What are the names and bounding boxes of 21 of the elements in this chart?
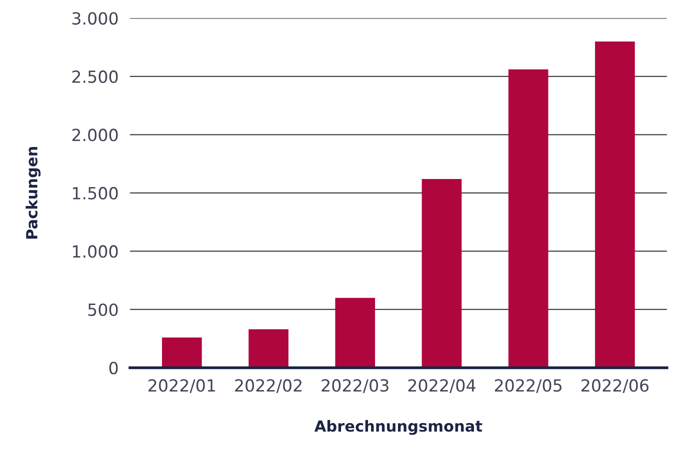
y-tick-label: 500 — [88, 303, 118, 316]
x-tick-label: 2022/04 — [408, 379, 476, 394]
y-axis-title: Packungen — [26, 147, 41, 239]
x-tick-label: 2022/03 — [322, 379, 388, 394]
bar — [335, 298, 376, 368]
y-tick-label: 2.500 — [72, 70, 118, 83]
y-tick-label: 1.000 — [72, 245, 118, 258]
bar — [508, 69, 548, 368]
y-tick-label: 3.000 — [72, 12, 118, 25]
y-tick-label: 0 — [109, 362, 118, 374]
bar — [595, 41, 635, 368]
bar — [248, 329, 288, 368]
bar — [422, 178, 462, 368]
x-tick-label: 2022/06 — [582, 379, 649, 394]
y-tick-label: 1.500 — [72, 186, 118, 200]
x-tick-label: 2022/02 — [235, 379, 302, 394]
y-tick-label: 2.000 — [72, 128, 118, 142]
x-axis-title: Abrechnungsmonat — [314, 420, 482, 435]
x-tick-label: 2022/01 — [148, 379, 215, 394]
x-tick-label: 2022/05 — [494, 379, 562, 394]
bar — [162, 337, 202, 368]
